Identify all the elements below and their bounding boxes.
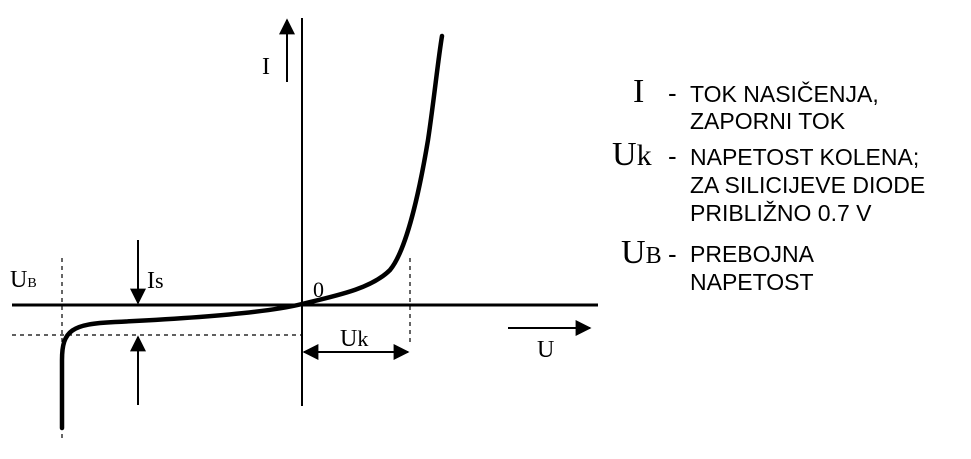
- legend-text-line: ZAPORNI TOK: [690, 108, 846, 134]
- iv-characteristic-curve: [59, 33, 445, 431]
- legend-text-line: ZA SILICIJEVE DIODE: [690, 172, 925, 198]
- legend-dash: -: [668, 78, 677, 108]
- legend-entry-knee-voltage: Uk - NAPETOST KOLENA; ZA SILICIJEVE DIOD…: [612, 136, 925, 226]
- legend-text-line: NAPETOST: [690, 269, 814, 295]
- knee-voltage-label: Uk: [340, 326, 368, 352]
- legend-entry-breakdown-voltage: UB - PREBOJNA NAPETOST: [621, 234, 815, 295]
- legend-symbol: Uk: [612, 136, 652, 173]
- breakdown-label: UB: [10, 267, 37, 293]
- current-axis-label: I: [262, 54, 270, 80]
- legend-symbol: UB: [621, 234, 662, 271]
- legend-text-line: TOK NASIČENJA,: [690, 80, 879, 107]
- legend-symbol: I: [633, 73, 644, 110]
- saturation-current-label: Is: [147, 268, 164, 294]
- voltage-axis-label: U: [537, 337, 554, 363]
- legend-text-line: NAPETOST KOLENA;: [690, 144, 919, 170]
- legend-text-line: PREBOJNA: [690, 241, 815, 267]
- legend-dash: -: [668, 141, 677, 171]
- legend: I - TOK NASIČENJA, ZAPORNI TOK Uk - NAPE…: [612, 73, 925, 295]
- origin-label: 0: [313, 277, 324, 302]
- legend-entry-saturation-current: I - TOK NASIČENJA, ZAPORNI TOK: [633, 73, 879, 134]
- legend-text-line: PRIBLIŽNO 0.7 V: [690, 200, 872, 226]
- legend-dash: -: [668, 239, 677, 269]
